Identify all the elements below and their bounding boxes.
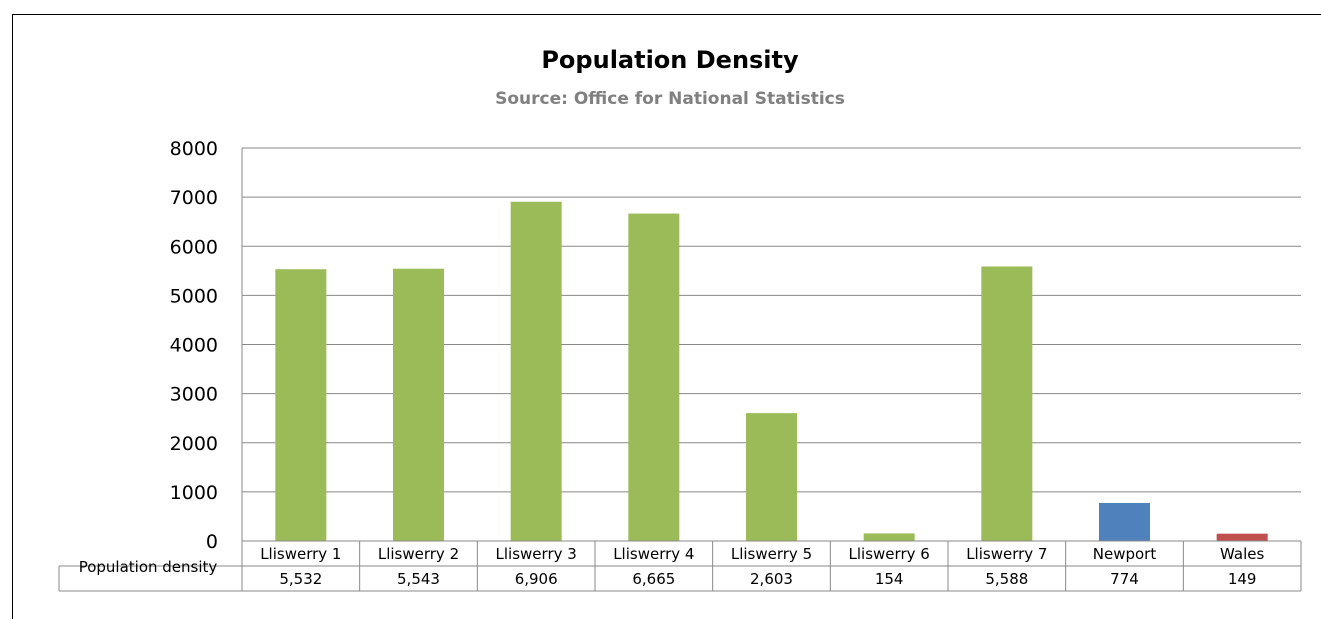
- data-label: 5,588: [985, 570, 1028, 588]
- category-label: Newport: [1093, 545, 1157, 563]
- category-label: Lliswerry 7: [966, 545, 1047, 563]
- data-label: 5,543: [397, 570, 440, 588]
- bar: [510, 201, 562, 542]
- data-label: 5,532: [279, 570, 322, 588]
- y-tick-label: 7000: [170, 187, 218, 209]
- chart-title: Population Density: [541, 46, 799, 74]
- bar: [628, 213, 680, 541]
- data-label: 149: [1228, 570, 1257, 588]
- category-label: Lliswerry 3: [496, 545, 577, 563]
- bar: [746, 413, 797, 541]
- bar: [863, 533, 915, 541]
- category-label: Wales: [1220, 545, 1264, 563]
- category-label: Lliswerry 4: [613, 545, 694, 563]
- y-axis-ticks: 0 1000 2000 3000 4000 5000 6000 7000 8000: [170, 138, 218, 553]
- y-tick-label: 1000: [170, 482, 218, 504]
- y-tick-label: 8000: [170, 138, 218, 160]
- bar: [1099, 502, 1150, 541]
- bar: [275, 269, 327, 541]
- chart-frame: [12, 14, 1321, 619]
- chart-subtitle: Source: Office for National Statistics: [495, 89, 845, 109]
- category-label: Lliswerry 1: [260, 545, 341, 563]
- bars: [275, 201, 1268, 542]
- y-tick-label: 6000: [170, 236, 218, 258]
- y-tick-label: 3000: [170, 384, 218, 406]
- bar: [1216, 533, 1268, 541]
- y-tick-label: 0: [206, 531, 218, 553]
- category-label: Lliswerry 5: [731, 545, 812, 563]
- category-label: Lliswerry 6: [849, 545, 930, 563]
- data-label: 154: [875, 570, 904, 588]
- data-table: Population density Lliswerry 1 5,532 Lliswe…: [58, 148, 1302, 592]
- y-tick-label: 4000: [170, 335, 218, 357]
- data-label: 6,906: [515, 570, 558, 588]
- bar: [393, 268, 444, 541]
- legend-entry: Population density: [79, 558, 218, 576]
- data-label: 774: [1110, 570, 1139, 588]
- data-label: 6,665: [632, 570, 675, 588]
- y-tick-label: 2000: [170, 433, 218, 455]
- bar: [981, 266, 1033, 541]
- category-label: Lliswerry 2: [378, 545, 459, 563]
- data-label: 2,603: [750, 570, 793, 588]
- y-tick-label: 5000: [170, 285, 218, 307]
